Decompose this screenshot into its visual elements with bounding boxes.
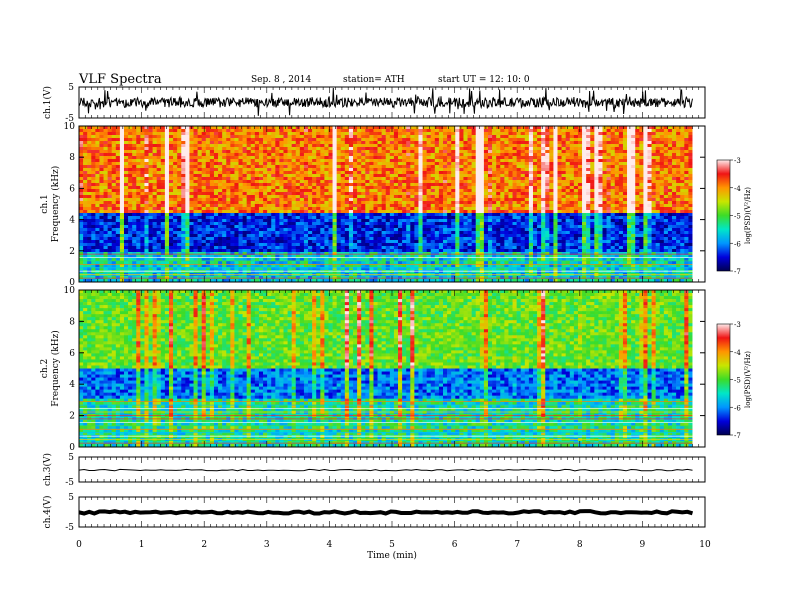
wave-ytick-label: -5 bbox=[65, 478, 74, 488]
x-tick-label: 4 bbox=[327, 540, 333, 550]
x-tick-label: 6 bbox=[452, 540, 458, 550]
x-tick-label: 5 bbox=[389, 540, 395, 550]
ch1-channel-label: ch.1 bbox=[40, 194, 50, 213]
ch1-colorbar bbox=[716, 159, 731, 272]
x-tick-label: 10 bbox=[699, 540, 711, 550]
wave-ytick-label: 5 bbox=[68, 83, 74, 93]
ch1-ytick-label: 10 bbox=[64, 122, 76, 132]
ch2-colorbar bbox=[716, 323, 731, 436]
ch1-ytick-label: 6 bbox=[69, 184, 75, 194]
x-axis-label: Time (min) bbox=[367, 550, 417, 561]
ch1-colorbar-tick-label: -5 bbox=[734, 213, 741, 221]
ch3-waveform-trace bbox=[78, 468, 693, 472]
wave-ytick-label: 5 bbox=[68, 453, 74, 463]
ch1-colorbar-label: log(PSD)(V²/Hz) bbox=[744, 187, 752, 244]
ch2-ytick-label: 2 bbox=[69, 412, 75, 422]
ch2-colorbar-tick-label: -5 bbox=[734, 377, 741, 385]
wave-ylabel: ch.1(V) bbox=[42, 86, 53, 119]
wave-ylabel: ch.4(V) bbox=[42, 496, 53, 529]
x-tick-label: 1 bbox=[139, 540, 145, 550]
ch1-ylabel: Frequency (kHz) bbox=[50, 166, 61, 243]
ch2-colorbar-tick-label: -3 bbox=[734, 321, 741, 329]
ch2-colorbar-tick-label: -6 bbox=[734, 404, 741, 412]
ch2-colorbar-tick-label: -7 bbox=[734, 432, 741, 440]
x-tick-label: 9 bbox=[640, 540, 646, 550]
ch1-colorbar-tick-label: -4 bbox=[734, 185, 741, 193]
x-tick-label: 0 bbox=[76, 540, 82, 550]
wave-ytick-label: -5 bbox=[65, 114, 74, 124]
wave-ytick-label: 5 bbox=[68, 493, 74, 503]
ch1-colorbar-tick-label: -6 bbox=[734, 240, 741, 248]
ch2-ylabel: Frequency (kHz) bbox=[50, 330, 61, 407]
x-tick-label: 8 bbox=[577, 540, 583, 550]
date-label: Sep. 8 , 2014 bbox=[251, 75, 312, 85]
wave-ytick-label: -5 bbox=[65, 523, 74, 533]
ch2-ytick-label: 4 bbox=[69, 380, 75, 390]
ch2-ytick-label: 6 bbox=[69, 349, 75, 359]
ch1-colorbar-tick-label: -7 bbox=[734, 268, 741, 276]
ch1-waveform-trace bbox=[78, 87, 693, 116]
ch1-ytick-label: 2 bbox=[69, 247, 75, 257]
ch2-channel-label: ch.2 bbox=[40, 359, 50, 378]
x-tick-label: 3 bbox=[264, 540, 270, 550]
ch2-ytick-label: 10 bbox=[64, 286, 76, 296]
ch1-spectrogram-cells bbox=[79, 126, 705, 282]
ch1-ytick-label: 0 bbox=[69, 278, 75, 288]
ch2-colorbar-tick-label: -4 bbox=[734, 349, 741, 357]
ch2-ytick-label: 0 bbox=[69, 443, 75, 453]
ch1-colorbar-tick-label: -3 bbox=[734, 157, 741, 165]
ch2-colorbar-label: log(PSD)(V²/Hz) bbox=[744, 351, 752, 408]
start-ut-label: start UT = 12: 10: 0 bbox=[438, 75, 530, 85]
ch1-ytick-label: 4 bbox=[69, 216, 75, 226]
wave-ylabel: ch.3(V) bbox=[42, 453, 53, 486]
ch1-ytick-label: 8 bbox=[69, 153, 75, 163]
x-tick-label: 2 bbox=[201, 540, 207, 550]
ch2-spectrogram-cells bbox=[79, 290, 705, 447]
ch4-waveform-trace bbox=[78, 509, 694, 516]
ch2-ytick-label: 8 bbox=[69, 317, 75, 327]
x-tick-label: 7 bbox=[514, 540, 520, 550]
station-label: station= ATH bbox=[343, 75, 405, 85]
figure-title: VLF Spectra bbox=[79, 72, 162, 87]
